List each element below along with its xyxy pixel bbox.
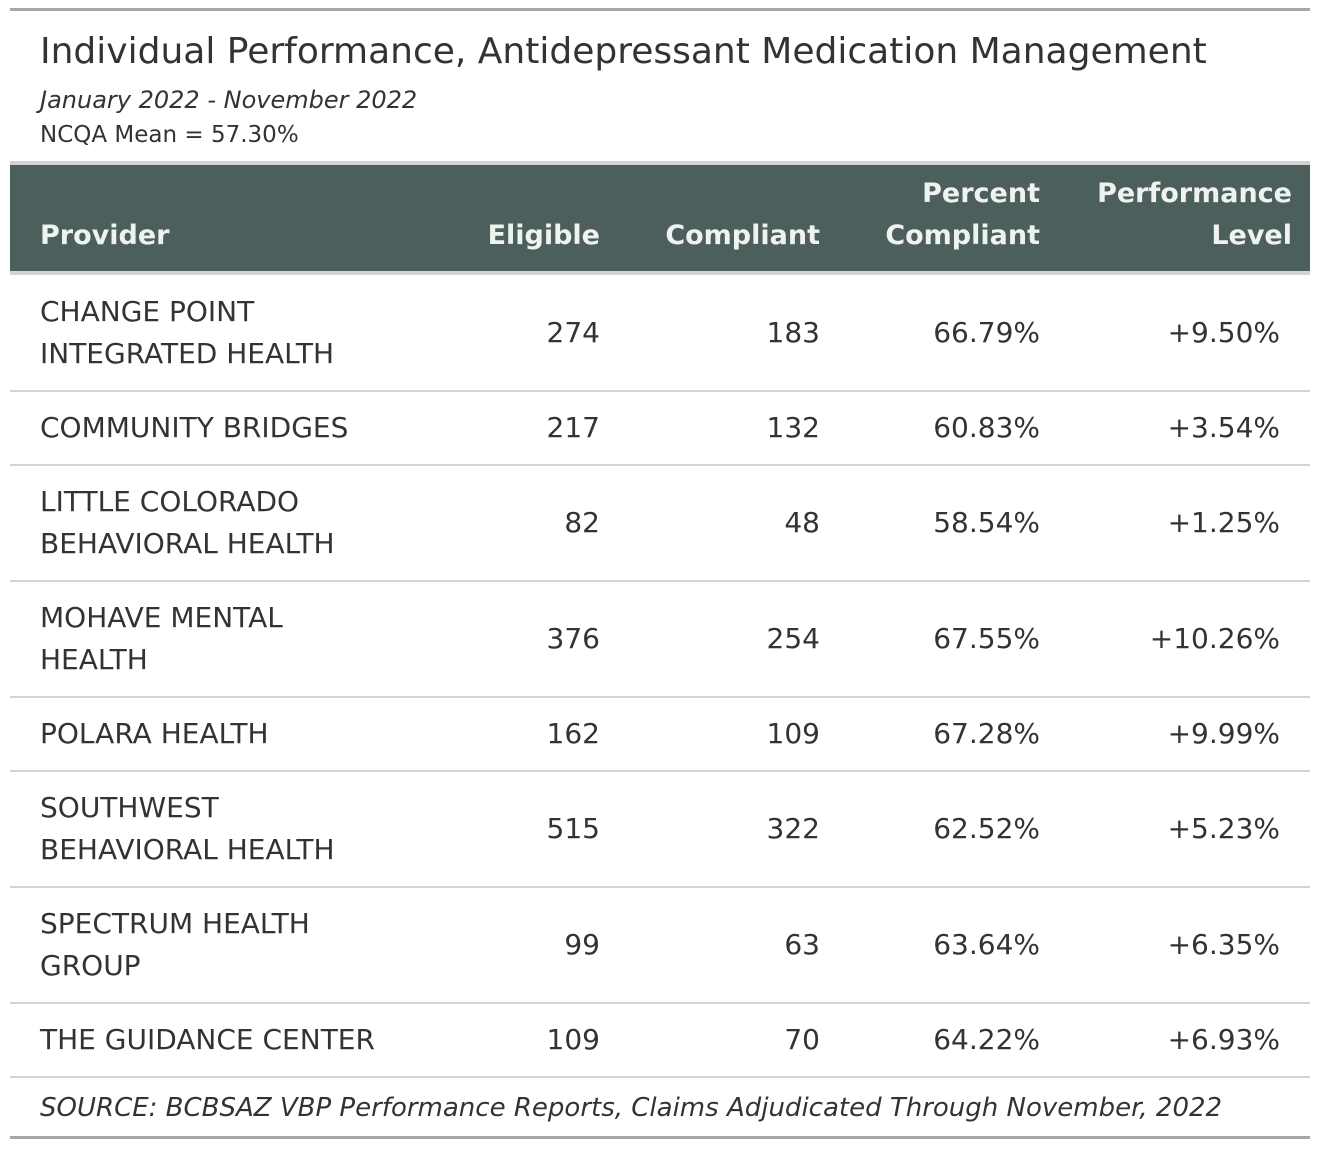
table-row: LITTLE COLORADO BEHAVIORAL HEALTH 82 48 58.5… (10, 465, 1310, 582)
col-header-performance-line1: Performance (1097, 178, 1292, 209)
table-subtitle: January 2022 - November 2022 (40, 86, 418, 114)
provider-name-line1: POLARA HEALTH (40, 717, 269, 750)
provider-name-line1: CHANGE POINT (40, 294, 255, 328)
source-note: SOURCE: BCBSAZ VBP Performance Reports, … (40, 1093, 1223, 1123)
cell-percent: 64.22% (840, 1003, 1060, 1078)
performance-table: Provider Eligible Compliant Percent Comp… (10, 165, 1310, 271)
cell-eligible: 82 (410, 465, 620, 582)
cell-provider: SPECTRUM HEALTH GROUP (10, 887, 410, 1004)
cell-compliant: 48 (620, 465, 840, 582)
cell-compliant: 322 (620, 771, 840, 888)
table-row: SPECTRUM HEALTH GROUP 99 63 63.64% +6.35% (10, 887, 1310, 1004)
cell-provider: COMMUNITY BRIDGES (10, 391, 410, 466)
provider-name-line1: LITTLE COLORADO (40, 485, 300, 518)
provider-name-line2: BEHAVIORAL HEALTH (40, 833, 335, 866)
cell-performance: +5.23% (1060, 771, 1310, 888)
cell-percent: 67.28% (840, 697, 1060, 772)
cell-provider: LITTLE COLORADO BEHAVIORAL HEALTH (10, 465, 410, 582)
provider-name-line2: INTEGRATED HEALTH (40, 336, 335, 370)
table-row: THE GUIDANCE CENTER 109 70 64.22% +6.93% (10, 1003, 1310, 1078)
col-header-percent-line1: Percent (922, 178, 1040, 209)
cell-eligible: 162 (410, 697, 620, 772)
provider-name-line2: GROUP (40, 949, 141, 982)
cell-performance: +6.93% (1060, 1003, 1310, 1078)
table-row: CHANGE POINT INTEGRATED HEALTH 274 183 66.79… (10, 275, 1310, 392)
cell-percent: 58.54% (840, 465, 1060, 582)
cell-compliant: 183 (620, 275, 840, 392)
provider-name-line2: BEHAVIORAL HEALTH (40, 527, 335, 560)
cell-eligible: 217 (410, 391, 620, 466)
provider-name-line1: MOHAVE MENTAL (40, 601, 283, 634)
provider-name-line1: THE GUIDANCE CENTER (40, 1023, 375, 1056)
provider-name-line1: COMMUNITY BRIDGES (40, 411, 349, 444)
cell-performance: +10.26% (1060, 581, 1310, 698)
table-row: MOHAVE MENTAL HEALTH 376 254 67.55% +10.26% (10, 581, 1310, 698)
col-header-performance-level: Performance Level (1060, 165, 1310, 271)
table-row: COMMUNITY BRIDGES 217 132 60.83% +3.54% (10, 391, 1310, 466)
table-row: SOUTHWEST BEHAVIORAL HEALTH 515 322 62.52% +5… (10, 771, 1310, 888)
cell-performance: +3.54% (1060, 391, 1310, 466)
cell-performance: +9.99% (1060, 697, 1310, 772)
cell-eligible: 274 (410, 275, 620, 392)
provider-name-line1: SOUTHWEST (40, 791, 219, 824)
cell-compliant: 132 (620, 391, 840, 466)
cell-provider: THE GUIDANCE CENTER (10, 1003, 410, 1078)
top-rule (10, 8, 1310, 11)
col-header-provider: Provider (40, 220, 170, 251)
body-top-rule (10, 271, 1310, 275)
table-title: Individual Performance, Antidepressant M… (40, 31, 1207, 72)
cell-percent: 60.83% (840, 391, 1060, 466)
provider-name-line1: SPECTRUM HEALTH (40, 907, 310, 940)
cell-performance: +6.35% (1060, 887, 1310, 1004)
provider-name-line2: HEALTH (40, 643, 148, 676)
col-header-compliant: Compliant (665, 220, 820, 251)
cell-eligible: 99 (410, 887, 620, 1004)
bottom-rule (10, 1136, 1310, 1139)
header-row: Provider Eligible Compliant Percent Comp… (10, 165, 1310, 271)
col-header-eligible: Eligible (487, 220, 600, 251)
cell-performance: +9.50% (1060, 275, 1310, 392)
cell-compliant: 254 (620, 581, 840, 698)
cell-percent: 63.64% (840, 887, 1060, 1004)
cell-percent: 62.52% (840, 771, 1060, 888)
table-figure: Individual Performance, Antidepressant M… (10, 8, 1310, 1139)
cell-compliant: 70 (620, 1003, 840, 1078)
col-header-performance-line2: Level (1211, 220, 1292, 251)
table-row: POLARA HEALTH 162 109 67.28% +9.99% (10, 697, 1310, 772)
cell-provider: MOHAVE MENTAL HEALTH (10, 581, 410, 698)
cell-compliant: 109 (620, 697, 840, 772)
cell-provider: SOUTHWEST BEHAVIORAL HEALTH (10, 771, 410, 888)
header-rule (10, 161, 1310, 165)
cell-provider: POLARA HEALTH (10, 697, 410, 772)
cell-percent: 67.55% (840, 581, 1060, 698)
col-header-percent-line2: Compliant (885, 220, 1040, 251)
cell-eligible: 376 (410, 581, 620, 698)
cell-compliant: 63 (620, 887, 840, 1004)
cell-eligible: 515 (410, 771, 620, 888)
performance-table-body: CHANGE POINT INTEGRATED HEALTH 274 183 66.79… (10, 275, 1310, 1078)
col-header-percent-compliant: Percent Compliant (840, 165, 1060, 271)
cell-percent: 66.79% (840, 275, 1060, 392)
cell-eligible: 109 (410, 1003, 620, 1078)
cell-performance: +1.25% (1060, 465, 1310, 582)
cell-provider: CHANGE POINT INTEGRATED HEALTH (10, 275, 410, 392)
ncqa-mean-note: NCQA Mean = 57.30% (40, 122, 299, 148)
